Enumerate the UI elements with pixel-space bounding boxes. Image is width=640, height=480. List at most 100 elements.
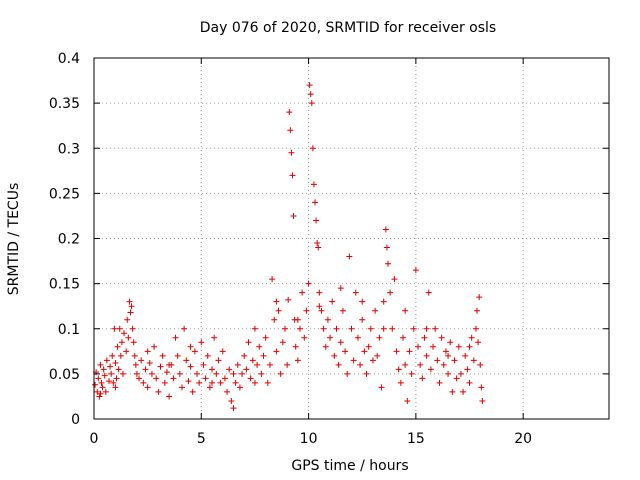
data-point bbox=[374, 352, 381, 359]
data-point bbox=[159, 352, 166, 359]
data-point bbox=[445, 352, 452, 359]
data-point bbox=[166, 393, 173, 400]
data-point bbox=[287, 127, 294, 134]
y-axis-ticks: 0 0.05 0.1 0.15 0.2 0.25 0.3 0.35 0.4 bbox=[49, 51, 609, 428]
data-point bbox=[285, 296, 292, 303]
data-point bbox=[161, 379, 168, 386]
data-point bbox=[117, 352, 124, 359]
data-point bbox=[457, 370, 464, 377]
data-point bbox=[380, 325, 387, 332]
data-point bbox=[228, 397, 235, 404]
data-point bbox=[337, 339, 344, 346]
data-point bbox=[477, 361, 484, 368]
data-point bbox=[183, 357, 190, 364]
data-point bbox=[434, 357, 441, 364]
data-point bbox=[361, 348, 368, 355]
data-point bbox=[339, 307, 346, 314]
data-point bbox=[292, 343, 299, 350]
data-point bbox=[144, 348, 151, 355]
data-point bbox=[464, 366, 471, 373]
data-point bbox=[198, 339, 205, 346]
data-point bbox=[110, 379, 117, 386]
data-point bbox=[153, 375, 160, 382]
data-point bbox=[279, 339, 286, 346]
data-point bbox=[102, 388, 109, 395]
data-point bbox=[107, 363, 114, 370]
data-point bbox=[100, 366, 107, 373]
data-point bbox=[94, 388, 101, 395]
data-point bbox=[350, 357, 357, 364]
data-point bbox=[258, 370, 265, 377]
data-point bbox=[313, 217, 320, 224]
data-point bbox=[359, 316, 366, 323]
y-tick-label: 0.25 bbox=[49, 186, 80, 202]
data-points bbox=[92, 82, 486, 412]
data-point bbox=[109, 352, 116, 359]
data-point bbox=[247, 375, 254, 382]
data-point bbox=[460, 388, 467, 395]
data-point bbox=[393, 348, 400, 355]
data-point bbox=[329, 298, 336, 305]
data-point bbox=[419, 375, 426, 382]
chart-title: Day 076 of 2020, SRMTID for receiver osl… bbox=[200, 20, 496, 36]
data-point bbox=[123, 348, 130, 355]
data-point bbox=[402, 307, 409, 314]
x-tick-label: 5 bbox=[197, 431, 206, 447]
data-point bbox=[474, 307, 481, 314]
data-point bbox=[410, 325, 417, 332]
data-point bbox=[200, 361, 207, 368]
data-point bbox=[310, 181, 317, 188]
data-point bbox=[128, 303, 135, 310]
data-point bbox=[271, 316, 278, 323]
data-point bbox=[132, 361, 139, 368]
data-point bbox=[97, 361, 104, 368]
data-point bbox=[124, 316, 131, 323]
y-tick-label: 0 bbox=[71, 412, 80, 428]
data-point bbox=[95, 375, 102, 382]
data-point bbox=[438, 334, 445, 341]
data-point bbox=[96, 393, 103, 400]
data-point bbox=[236, 384, 243, 391]
data-point bbox=[155, 388, 162, 395]
x-axis-ticks: 0 5 10 15 20 bbox=[90, 58, 532, 447]
data-point bbox=[204, 352, 211, 359]
y-tick-label: 0.1 bbox=[58, 322, 80, 338]
data-point bbox=[209, 379, 216, 386]
data-point bbox=[264, 379, 271, 386]
data-point bbox=[472, 325, 479, 332]
data-point bbox=[224, 388, 231, 395]
data-point bbox=[202, 375, 209, 382]
data-point bbox=[306, 82, 313, 89]
y-tick-label: 0.05 bbox=[49, 367, 80, 383]
data-point bbox=[217, 379, 224, 386]
y-tick-label: 0.35 bbox=[49, 96, 80, 112]
data-point bbox=[138, 357, 145, 364]
data-point bbox=[230, 405, 237, 412]
data-point bbox=[354, 334, 361, 341]
data-point bbox=[451, 357, 458, 364]
data-point bbox=[430, 343, 437, 350]
data-point bbox=[151, 343, 158, 350]
data-point bbox=[380, 298, 387, 305]
data-point bbox=[133, 370, 140, 377]
data-point bbox=[189, 388, 196, 395]
data-point bbox=[478, 384, 485, 391]
data-point bbox=[234, 361, 241, 368]
data-point bbox=[412, 267, 419, 274]
data-point bbox=[187, 343, 194, 350]
data-point bbox=[260, 352, 267, 359]
data-point bbox=[281, 325, 288, 332]
data-point bbox=[378, 384, 385, 391]
data-point bbox=[303, 307, 310, 314]
data-point bbox=[111, 325, 118, 332]
data-point bbox=[254, 361, 261, 368]
data-point bbox=[466, 379, 473, 386]
data-point bbox=[157, 363, 164, 370]
data-point bbox=[453, 375, 460, 382]
data-point bbox=[479, 397, 486, 404]
data-point bbox=[466, 343, 473, 350]
data-point bbox=[320, 325, 327, 332]
data-point bbox=[211, 334, 218, 341]
data-point bbox=[369, 357, 376, 364]
data-point bbox=[221, 375, 228, 382]
